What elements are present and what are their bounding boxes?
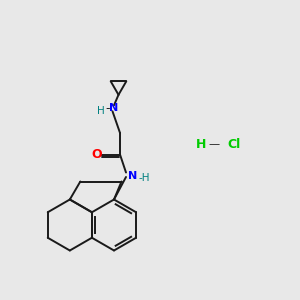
Text: O: O [92, 148, 102, 161]
Text: N: N [128, 171, 138, 182]
Text: H: H [196, 137, 206, 151]
Text: —: — [209, 139, 220, 149]
Text: -: - [105, 102, 110, 116]
Text: -H: -H [139, 172, 150, 183]
Text: H: H [97, 106, 105, 116]
Text: N: N [110, 103, 118, 113]
Text: Cl: Cl [227, 137, 241, 151]
